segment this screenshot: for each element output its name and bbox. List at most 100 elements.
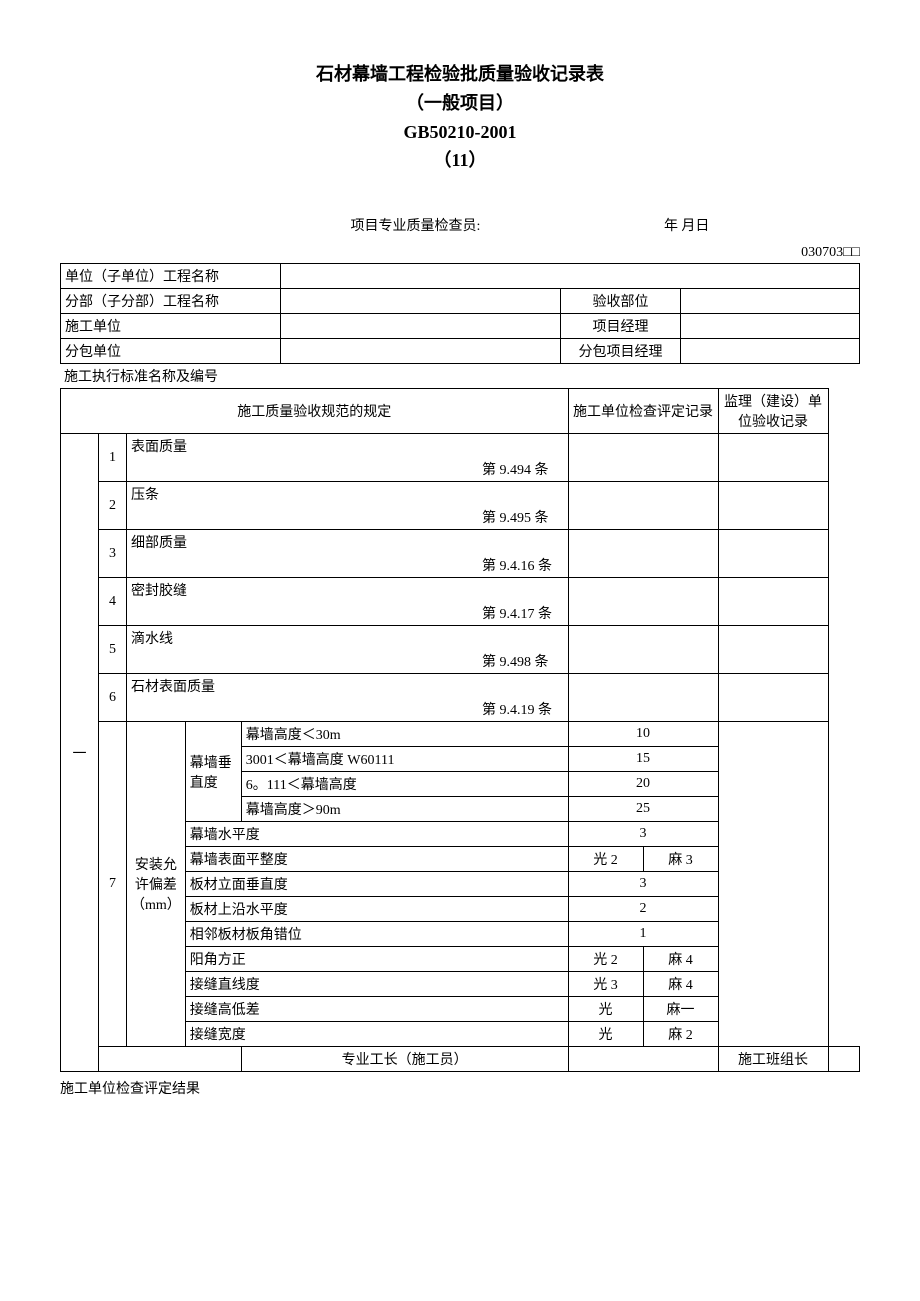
form-code: 030703□□ (60, 245, 860, 261)
row-ref: 第 9.495 条 (478, 482, 568, 530)
row-ref: 第 9.4.19 条 (478, 674, 568, 722)
row7-item: 阳角方正 (185, 947, 568, 972)
row7-vert-item: 幕墙高度＜30m (241, 722, 568, 747)
row7-item: 板材立面垂直度 (185, 872, 568, 897)
row7-val2: 麻 3 (643, 847, 718, 872)
row7-vert-val: 25 (568, 797, 718, 822)
row7-cat: 安装允许偏差（mm） (127, 722, 186, 1047)
row7-item: 幕墙水平度 (185, 822, 568, 847)
row7-super (718, 722, 828, 1047)
header-row1-label: 单位（子单位）工程名称 (61, 264, 281, 289)
header-row2-right-label: 验收部位 (561, 289, 681, 314)
row7-item: 幕墙表面平整度 (185, 847, 568, 872)
footer-foreman-value (568, 1047, 718, 1072)
header-row4-right-value (681, 339, 860, 364)
row-super (718, 674, 828, 722)
row-ref: 第 9.4.17 条 (478, 578, 568, 626)
row-super (718, 482, 828, 530)
row7-vert-item: 6。111＜幕墙高度 (241, 772, 568, 797)
row7-val2: 麻 4 (643, 947, 718, 972)
title-line-1: 石材幕墙工程检验批质量验收记录表 (60, 60, 860, 89)
col-header-supervision: 监理（建设）单位验收记录 (718, 389, 828, 434)
row7-vert-val: 20 (568, 772, 718, 797)
row7-val: 2 (568, 897, 718, 922)
row7-val: 3 (568, 822, 718, 847)
row-super (718, 434, 828, 482)
row7-vert-item: 3001＜幕墙高度 W60111 (241, 747, 568, 772)
footer-empty (99, 1047, 242, 1072)
row-ref: 第 9.4.16 条 (478, 530, 568, 578)
row-super (718, 578, 828, 626)
main-inspection-table: 施工质量验收规范的规定 施工单位检查评定记录 监理（建设）单位验收记录 一 1 … (60, 388, 860, 1072)
row7-val1: 光 2 (568, 947, 643, 972)
row-name: 压条 (127, 482, 479, 530)
row7-val2: 麻 2 (643, 1022, 718, 1047)
title-line-3: GB50210-2001 (60, 118, 860, 147)
header-info-table: 单位（子单位）工程名称 分部（子分部）工程名称 验收部位 施工单位 项目经理 分… (60, 263, 860, 364)
row-record (568, 674, 718, 722)
footer-teamleader-value (828, 1047, 859, 1072)
row-record (568, 626, 718, 674)
header-row1-value (281, 264, 860, 289)
row7-val1: 光 (568, 997, 643, 1022)
row-name: 密封胶缝 (127, 578, 479, 626)
row7-vert-item: 幕墙高度＞90m (241, 797, 568, 822)
header-row2-label: 分部（子分部）工程名称 (61, 289, 281, 314)
row7-item: 板材上沿水平度 (185, 897, 568, 922)
row7-val: 1 (568, 922, 718, 947)
header-row3-right-label: 项目经理 (561, 314, 681, 339)
header-row4-right-label: 分包项目经理 (561, 339, 681, 364)
col-header-record: 施工单位检查评定记录 (568, 389, 718, 434)
row7-item: 接缝直线度 (185, 972, 568, 997)
row7-vert-label: 幕墙垂直度 (185, 722, 241, 822)
header-row4-label: 分包单位 (61, 339, 281, 364)
row-record (568, 530, 718, 578)
row-name: 细部质量 (127, 530, 479, 578)
header-row4-mid (281, 339, 561, 364)
row-num: 6 (99, 674, 127, 722)
footer-result-label: 施工单位检查评定结果 (60, 1078, 860, 1098)
row-num: 4 (99, 578, 127, 626)
inspector-date: 年 月日 (664, 215, 710, 235)
row-record (568, 578, 718, 626)
row-num: 1 (99, 434, 127, 482)
row7-vert-val: 15 (568, 747, 718, 772)
footer-teamleader-label: 施工班组长 (718, 1047, 828, 1072)
header-row2-right-value (681, 289, 860, 314)
row7-item: 相邻板材板角错位 (185, 922, 568, 947)
inspector-line: 项目专业质量检查员: 年 月日 (60, 215, 860, 235)
row-record (568, 434, 718, 482)
row7-vert-val: 10 (568, 722, 718, 747)
row-ref: 第 9.498 条 (478, 626, 568, 674)
row-record (568, 482, 718, 530)
row-super (718, 530, 828, 578)
row7-val1: 光 3 (568, 972, 643, 997)
header-row3-right-value (681, 314, 860, 339)
row7-val2: 麻一 (643, 997, 718, 1022)
row-name: 滴水线 (127, 626, 479, 674)
title-line-2: （一般项目） (60, 89, 860, 118)
header-row2-mid (281, 289, 561, 314)
row7-val1: 光 (568, 1022, 643, 1047)
row-num: 3 (99, 530, 127, 578)
row-num: 5 (99, 626, 127, 674)
row7-val: 3 (568, 872, 718, 897)
row7-num: 7 (99, 722, 127, 1047)
standard-label: 施工执行标准名称及编号 (60, 364, 860, 388)
row-super (718, 626, 828, 674)
header-row3-label: 施工单位 (61, 314, 281, 339)
title-line-4: （11） (60, 146, 860, 175)
row7-item: 接缝高低差 (185, 997, 568, 1022)
row-num: 2 (99, 482, 127, 530)
row7-val1: 光 2 (568, 847, 643, 872)
row-ref: 第 9.494 条 (478, 434, 568, 482)
col-header-spec: 施工质量验收规范的规定 (61, 389, 569, 434)
header-row3-mid (281, 314, 561, 339)
document-title: 石材幕墙工程检验批质量验收记录表 （一般项目） GB50210-2001 （11… (60, 60, 860, 175)
inspector-label: 项目专业质量检查员: (351, 215, 481, 235)
row-name: 石材表面质量 (127, 674, 479, 722)
side-category: 一 (61, 434, 99, 1072)
row-name: 表面质量 (127, 434, 479, 482)
footer-foreman-label: 专业工长（施工员） (241, 1047, 568, 1072)
row7-val2: 麻 4 (643, 972, 718, 997)
